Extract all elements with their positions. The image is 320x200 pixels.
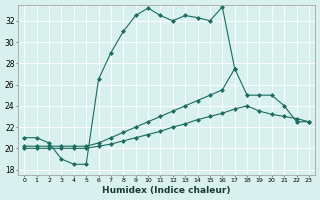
X-axis label: Humidex (Indice chaleur): Humidex (Indice chaleur)	[102, 186, 231, 195]
